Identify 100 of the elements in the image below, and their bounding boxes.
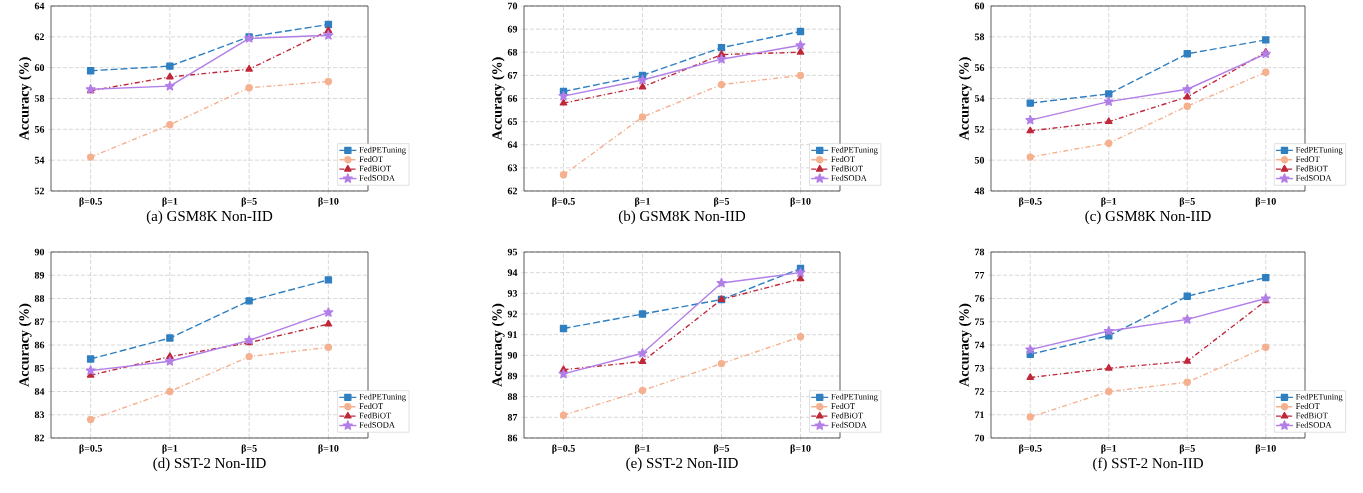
y-tick-label: 54 bbox=[974, 95, 985, 102]
legend-label: FedBiOT bbox=[831, 412, 863, 419]
x-tick-label: β=0.5 bbox=[552, 197, 575, 207]
legend-label: FedPETuning bbox=[831, 393, 878, 402]
y-tick-label: 83 bbox=[34, 411, 45, 419]
x-tick-label: β=10 bbox=[318, 444, 339, 454]
y-tick-label: 88 bbox=[507, 393, 518, 401]
y-axis-title: Accuracy (%) bbox=[18, 303, 32, 387]
y-tick-label: 52 bbox=[974, 125, 985, 133]
legend-label: FedBiOT bbox=[359, 165, 392, 172]
legend-label: FedBiOT bbox=[1295, 165, 1328, 172]
y-tick-label: 89 bbox=[507, 372, 518, 380]
y-tick-label: 85 bbox=[34, 364, 45, 372]
y-tick-label: 74 bbox=[975, 341, 985, 349]
y-tick-label: 90 bbox=[507, 351, 518, 359]
y-tick-label: 92 bbox=[507, 310, 518, 318]
legend-label: FedOT bbox=[359, 403, 384, 409]
y-axis-title: Accuracy (%) bbox=[18, 57, 32, 141]
y-tick-label: 62 bbox=[507, 187, 518, 195]
y-tick-label: 60 bbox=[34, 64, 45, 72]
text: (d) SST-2 Non-IID bbox=[153, 457, 266, 472]
text: (a) GSM8K Non-IID bbox=[146, 210, 273, 225]
y-tick-label: 78 bbox=[975, 248, 985, 256]
y-tick-label: 95 bbox=[507, 248, 518, 256]
y-tick-label: 64 bbox=[34, 2, 45, 10]
y-axis-title: Accuracy (%) bbox=[958, 57, 972, 141]
x-tick-label: β=5 bbox=[1179, 197, 1195, 207]
y-tick-label: 52 bbox=[34, 187, 45, 195]
legend-label: FedPETuning bbox=[1295, 146, 1343, 155]
legend-label: FedPETuning bbox=[359, 393, 406, 402]
x-tick-label: β=10 bbox=[790, 197, 811, 207]
y-tick-label: 76 bbox=[975, 295, 985, 302]
y-axis-title: Accuracy (%) bbox=[491, 303, 505, 387]
legend-label: FedOT bbox=[359, 156, 384, 163]
y-tick-label: 86 bbox=[507, 434, 518, 442]
y-axis-title: Accuracy (%) bbox=[958, 303, 972, 387]
x-tick-label: β=5 bbox=[714, 444, 730, 454]
y-tick-label: 84 bbox=[34, 388, 45, 395]
x-tick-label: β=5 bbox=[714, 197, 730, 207]
legend-label: FedOT bbox=[831, 156, 855, 163]
y-tick-label: 58 bbox=[974, 33, 985, 41]
y-tick-label: 72 bbox=[975, 388, 985, 395]
x-tick-label: β=10 bbox=[1255, 197, 1276, 207]
y-tick-label: 50 bbox=[974, 156, 985, 164]
x-tick-label: β=0.5 bbox=[552, 444, 575, 454]
text: (c) GSM8K Non-IID bbox=[1085, 210, 1211, 225]
x-tick-label: β=10 bbox=[790, 444, 811, 454]
x-tick-label: β=10 bbox=[318, 197, 339, 207]
y-tick-label: 69 bbox=[507, 25, 518, 33]
y-tick-label: 94 bbox=[507, 269, 518, 277]
legend-label: FedOT bbox=[1295, 156, 1320, 163]
legend-label: FedSODA bbox=[1295, 174, 1332, 181]
y-tick-label: 88 bbox=[34, 295, 45, 302]
y-tick-label: 87 bbox=[507, 413, 518, 421]
y-tick-label: 64 bbox=[507, 141, 518, 149]
x-tick-label: β=1 bbox=[635, 197, 650, 207]
x-tick-label: β=0.5 bbox=[1019, 197, 1042, 207]
y-tick-label: 48 bbox=[974, 187, 985, 195]
legend-label: FedPETuning bbox=[359, 146, 406, 155]
legend-label: FedSODA bbox=[359, 421, 395, 428]
y-tick-label: 73 bbox=[975, 364, 985, 372]
legend-label: FedSODA bbox=[831, 421, 867, 428]
y-tick-label: 54 bbox=[34, 156, 45, 164]
y-tick-label: 75 bbox=[975, 318, 985, 326]
y-tick-label: 93 bbox=[507, 289, 518, 297]
legend-label: FedOT bbox=[1295, 403, 1320, 409]
y-tick-label: 67 bbox=[507, 72, 518, 79]
y-tick-label: 71 bbox=[975, 411, 984, 419]
x-tick-label: β=1 bbox=[635, 444, 650, 454]
legend-label: FedPETuning bbox=[831, 146, 878, 155]
y-tick-label: 77 bbox=[975, 271, 985, 279]
legend-label: FedPETuning bbox=[1295, 393, 1343, 402]
y-tick-label: 87 bbox=[34, 318, 45, 326]
text: (f) SST-2 Non-IID bbox=[1093, 457, 1203, 472]
legend-label: FedSODA bbox=[359, 174, 395, 181]
text: (e) SST-2 Non-IID bbox=[626, 457, 738, 472]
legend-label: FedBiOT bbox=[1295, 412, 1328, 419]
x-tick-label: β=10 bbox=[1255, 444, 1276, 454]
x-tick-label: β=0.5 bbox=[79, 444, 103, 454]
x-tick-label: β=5 bbox=[1179, 444, 1195, 454]
legend-label: FedBiOT bbox=[359, 412, 392, 419]
y-axis-title: Accuracy (%) bbox=[491, 57, 505, 141]
y-tick-label: 56 bbox=[34, 125, 45, 133]
y-tick-label: 56 bbox=[974, 64, 985, 72]
legend-label: FedOT bbox=[831, 403, 855, 409]
y-tick-label: 91 bbox=[507, 331, 517, 339]
y-tick-label: 82 bbox=[34, 434, 45, 442]
x-tick-label: β=1 bbox=[162, 197, 178, 207]
y-tick-label: 62 bbox=[34, 33, 45, 41]
x-tick-label: β=5 bbox=[241, 444, 257, 454]
text: (b) GSM8K Non-IID bbox=[618, 210, 746, 225]
x-tick-label: β=5 bbox=[241, 197, 257, 207]
y-tick-label: 68 bbox=[507, 48, 518, 56]
x-tick-label: β=1 bbox=[162, 444, 178, 454]
y-tick-label: 58 bbox=[34, 95, 45, 102]
y-tick-label: 66 bbox=[507, 95, 518, 102]
legend-label: FedBiOT bbox=[831, 165, 863, 172]
y-tick-label: 86 bbox=[34, 341, 45, 349]
y-tick-label: 90 bbox=[34, 248, 45, 256]
x-tick-label: β=0.5 bbox=[79, 197, 103, 207]
